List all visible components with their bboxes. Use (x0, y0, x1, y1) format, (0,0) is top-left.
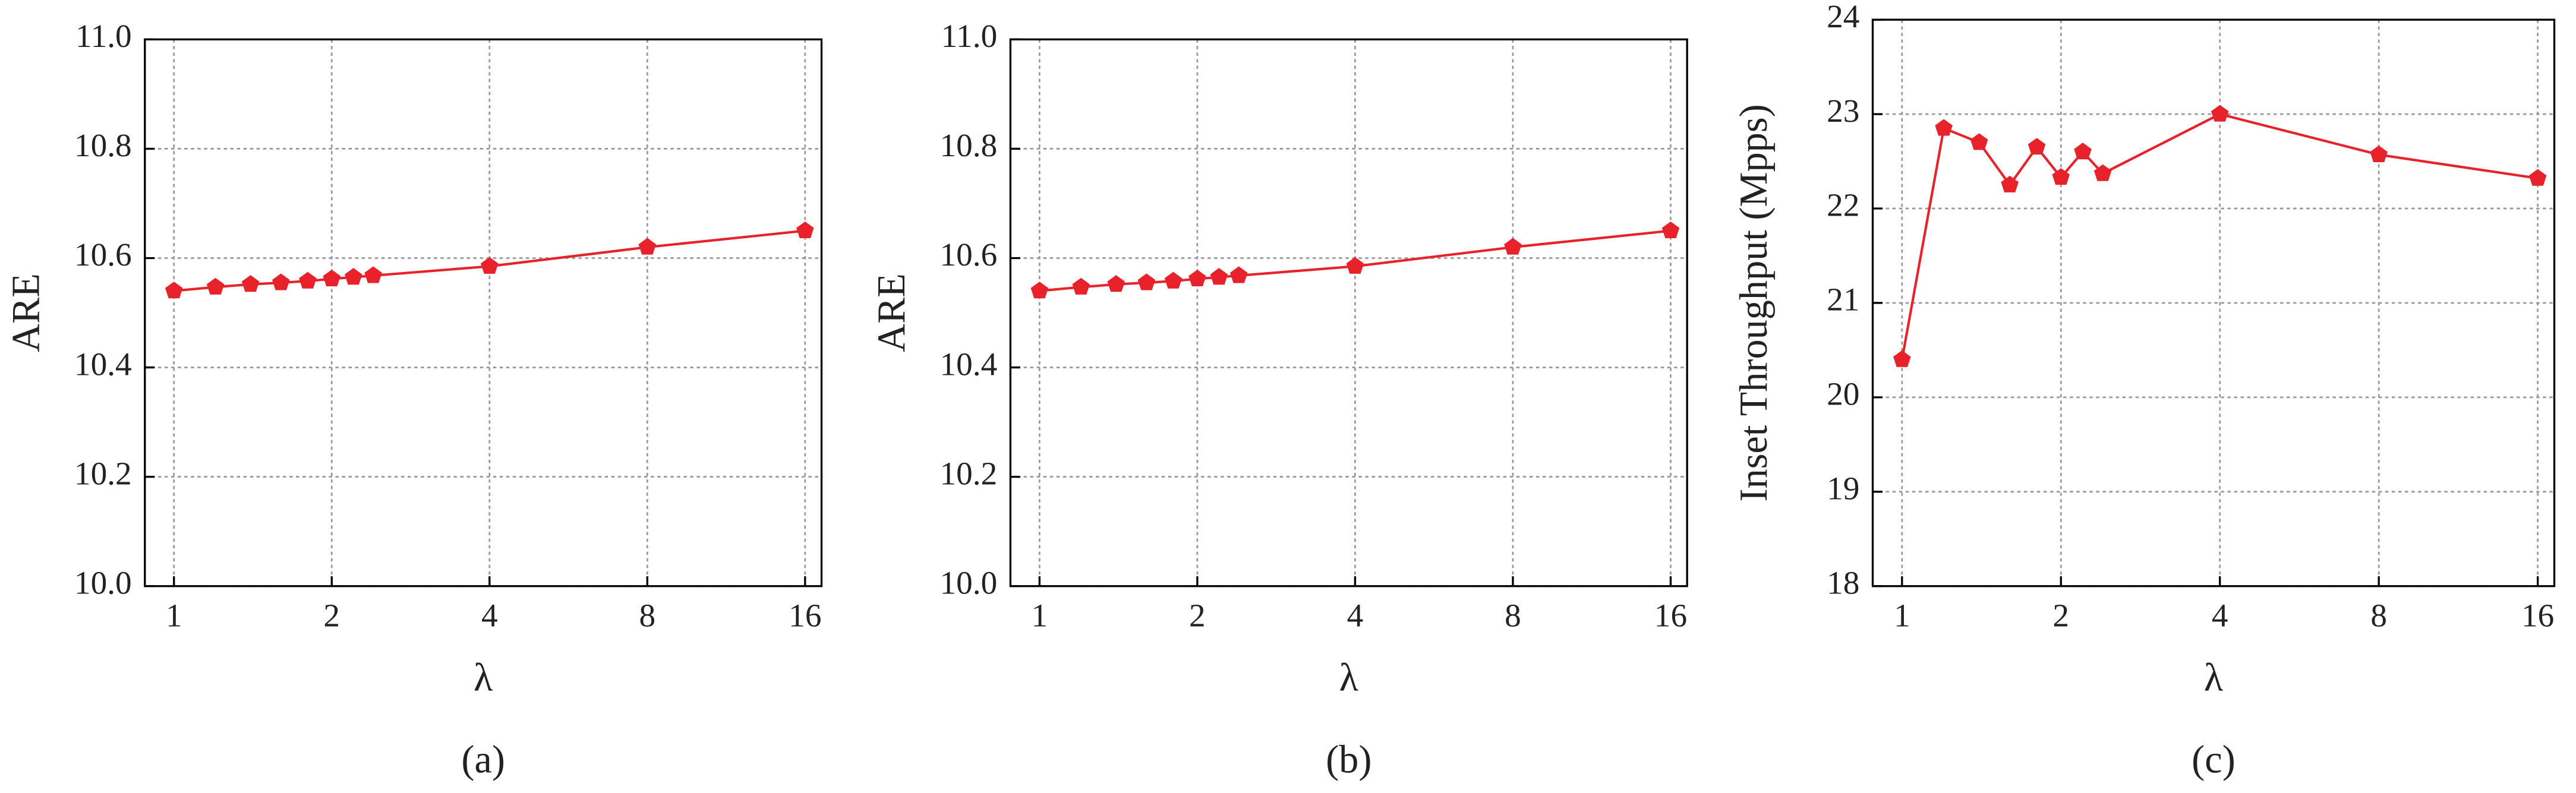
x-tick-label: 1 (1894, 598, 1910, 634)
x-tick-label: 16 (1654, 598, 1687, 634)
data-marker (2028, 138, 2046, 155)
data-marker (2052, 168, 2070, 185)
data-marker (323, 269, 341, 287)
data-marker (165, 282, 183, 299)
y-tick-label: 10.8 (74, 127, 132, 163)
x-tick-label: 4 (481, 598, 498, 634)
data-marker (2528, 169, 2547, 186)
data-marker (1229, 266, 1248, 283)
y-tick-label: 20 (1827, 376, 1859, 412)
x-tick-label: 2 (2052, 598, 2069, 634)
data-marker (1893, 350, 1911, 367)
x-tick-label: 8 (2370, 598, 2387, 634)
data-marker (1661, 221, 1680, 239)
y-tick-label: 23 (1827, 93, 1859, 129)
data-marker (1346, 257, 1364, 274)
x-tick-label: 8 (1505, 598, 1521, 634)
y-tick-label: 10.2 (940, 455, 998, 491)
data-marker (272, 273, 290, 290)
data-marker (299, 271, 317, 289)
data-marker (1137, 273, 1156, 290)
data-marker (1210, 268, 1228, 285)
y-tick-label: 10.0 (74, 564, 132, 601)
data-marker (1072, 277, 1090, 295)
y-tick-label: 10.6 (74, 236, 132, 273)
y-axis-label: ARE (5, 273, 48, 352)
data-marker (1107, 275, 1125, 292)
y-tick-label: 10.2 (74, 455, 132, 491)
data-marker (1504, 238, 1522, 255)
data-marker (206, 277, 225, 295)
data-marker (2211, 105, 2229, 122)
y-tick-label: 11.0 (75, 18, 132, 54)
plot-frame (144, 38, 823, 587)
y-tick-label: 10.4 (74, 346, 132, 382)
panel-caption: (c) (2192, 738, 2236, 781)
y-tick-label: 11.0 (941, 18, 998, 54)
data-marker (796, 221, 814, 239)
data-marker (2370, 145, 2388, 162)
y-tick-label: 10.4 (940, 346, 998, 382)
y-tick-label: 10.6 (940, 236, 998, 273)
data-marker (241, 275, 260, 292)
plot-frame (1009, 38, 1688, 587)
data-marker (481, 257, 499, 274)
data-marker (1970, 133, 1988, 150)
x-axis-label: λ (2204, 656, 2223, 699)
y-tick-label: 24 (1827, 0, 1859, 34)
x-axis-label: λ (474, 656, 493, 699)
x-tick-label: 16 (2521, 598, 2554, 634)
x-tick-label: 16 (789, 598, 821, 634)
data-marker (2074, 143, 2092, 160)
x-tick-label: 4 (1347, 598, 1364, 634)
data-marker (364, 266, 382, 283)
y-tick-label: 18 (1827, 564, 1859, 601)
y-tick-label: 10.8 (940, 127, 998, 163)
y-axis-label: ARE (870, 273, 913, 352)
data-marker (2001, 175, 2019, 192)
data-marker (1164, 271, 1183, 289)
y-tick-label: 21 (1827, 282, 1859, 318)
x-tick-label: 1 (1032, 598, 1048, 634)
x-tick-label: 2 (1189, 598, 1206, 634)
data-marker (638, 238, 657, 255)
data-marker (1188, 269, 1206, 287)
data-marker (345, 268, 362, 285)
panel-caption: (a) (461, 738, 505, 781)
x-tick-label: 1 (166, 598, 182, 634)
plot-frame (1871, 18, 2556, 587)
x-axis-label: λ (1339, 656, 1358, 699)
x-tick-label: 4 (2212, 598, 2228, 634)
y-tick-label: 19 (1827, 470, 1859, 506)
y-tick-label: 10.0 (940, 564, 998, 601)
y-tick-label: 22 (1827, 187, 1859, 223)
data-marker (2093, 164, 2112, 181)
y-axis-label: Inset Throughput (Mpps) (1732, 104, 1776, 501)
data-marker (1030, 282, 1049, 299)
x-tick-label: 8 (639, 598, 655, 634)
panel-caption: (b) (1326, 738, 1371, 781)
x-tick-label: 2 (323, 598, 340, 634)
data-marker (1935, 119, 1953, 136)
